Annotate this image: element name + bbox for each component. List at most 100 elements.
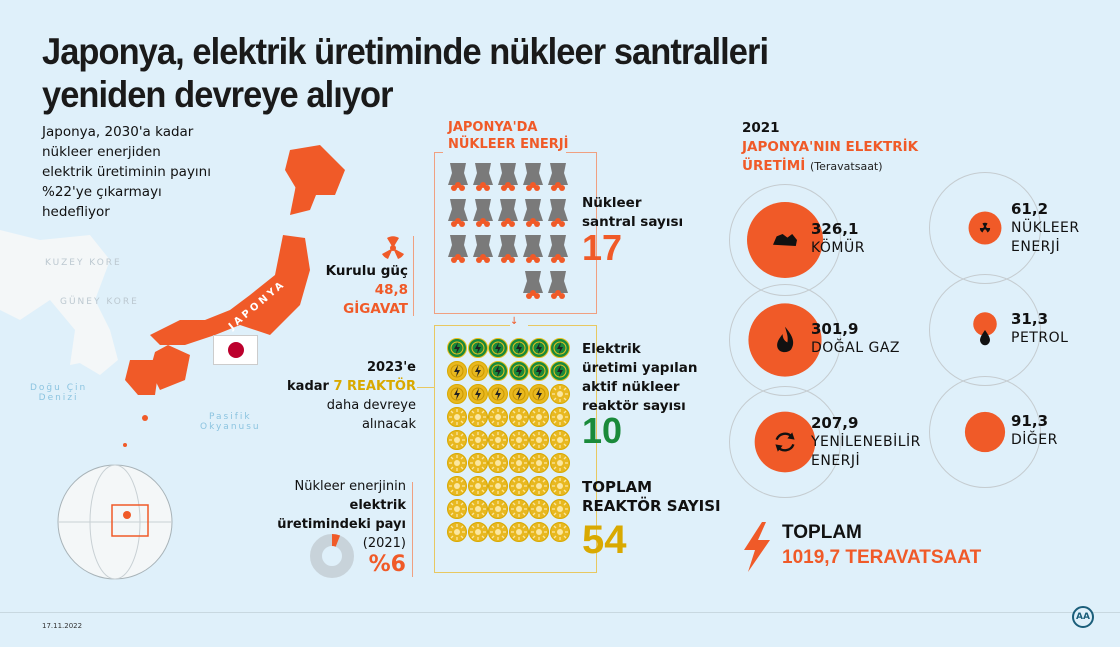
japan-flag: [213, 335, 258, 365]
cooling-tower-icon: [447, 163, 469, 197]
share-label: Nükleer enerjinin: [294, 479, 406, 494]
subtitle: Japonya, 2030'a kadar nükleer enerjiden el…: [42, 122, 242, 222]
reactor-icon: [467, 430, 488, 454]
arrow-down-icon: ↓: [510, 316, 519, 327]
reactor-icon: [447, 430, 467, 454]
planned-text: kadar: [287, 379, 334, 394]
reactor-icon: [488, 499, 508, 523]
active-reactor-icon: [508, 338, 529, 362]
subtitle-line: nükleer enerjiden: [42, 144, 161, 160]
share-label: elektrik: [349, 498, 406, 513]
active-reactor-icon: [549, 361, 570, 385]
production-item-text: 207,9 YENİLENEBİLİR ENERJİ: [811, 414, 921, 471]
reactor-icon: [467, 407, 488, 431]
reactor-icon: [549, 407, 570, 431]
cooling-tower-icon: [547, 271, 569, 305]
planned-reactor-icon: [467, 361, 488, 385]
share-block: Nükleer enerjinin elektrik üretimindeki …: [260, 477, 406, 577]
total-label: REAKTÖR SAYISI: [582, 497, 721, 515]
subtitle-line: elektrik üretiminin payını: [42, 164, 211, 180]
south-korea-label: GÜNEY KORE: [60, 297, 139, 307]
active-reactor-icon: [529, 361, 549, 385]
production-item-text: 326,1 KÖMÜR: [811, 220, 865, 258]
production-label: NÜKLEER: [1011, 220, 1080, 236]
cooling-tower-icon: [522, 199, 544, 233]
production-dot: [748, 303, 822, 377]
planned-block: 2023'e kadar 7 REAKTÖR daha devreye alın…: [260, 358, 416, 434]
production-label: KÖMÜR: [811, 240, 865, 256]
production-dot: [964, 411, 1006, 453]
active-reactor-icon: [529, 338, 549, 362]
globe-japan: [123, 511, 131, 519]
reactor-icon: [508, 499, 529, 523]
nuclear-heading: NÜKLEER ENERJİ: [448, 137, 569, 152]
subtitle-line: %22'ye çıkarmayı: [42, 184, 162, 200]
reactor-icon: [529, 453, 549, 477]
planned-reactor-icon: [508, 384, 529, 408]
footer-divider: [0, 612, 1120, 613]
planned-text: daha devreye: [326, 398, 416, 413]
production-label: ENERJİ: [1011, 239, 1061, 255]
reactor-icon: [529, 499, 549, 523]
cooling-tower-icon: [547, 199, 569, 233]
cooling-tower-icon: [522, 271, 544, 305]
reactor-icon: [508, 453, 529, 477]
flag-sun: [227, 342, 244, 358]
reactor-icon: [467, 453, 488, 477]
production-item-text: 301,9 DOĞAL GAZ: [811, 320, 900, 358]
divider: [413, 236, 414, 316]
planned-reactor-icon: [467, 384, 488, 408]
reactor-icon: [508, 430, 529, 454]
capacity-block: Kurulu güç 48,8 GİGAVAT: [300, 262, 408, 319]
flame-icon: [777, 326, 794, 353]
total-count: 54: [582, 518, 627, 562]
production-label: PETROL: [1011, 330, 1069, 346]
island: [142, 415, 148, 421]
planned-reactor-icon: [529, 384, 549, 408]
reactor-icon: [529, 476, 549, 500]
active-count: 10: [582, 410, 623, 451]
planned-reactor-icon: [488, 384, 508, 408]
reactor-icon: [488, 430, 508, 454]
planned-text: alınacak: [361, 417, 416, 432]
share-value: %6: [368, 552, 406, 577]
reactor-icon: [529, 522, 549, 546]
reactor-icon: [467, 522, 488, 546]
honshu: [150, 235, 310, 345]
active-reactor-icon: [508, 361, 529, 385]
reactor-icon: [549, 476, 570, 500]
planned-highlight: 7 REAKTÖR: [333, 379, 416, 394]
production-label: YENİLENEBİLİR: [811, 434, 921, 450]
radiation-icon: [979, 222, 991, 233]
production-dot: [754, 411, 816, 473]
north-korea-label: KUZEY KORE: [45, 258, 122, 268]
active-label: aktif nükleer: [582, 379, 680, 395]
capacity-value: 48,8: [374, 282, 408, 298]
production-item-text: 61,2 NÜKLEER ENERJİ: [1011, 200, 1080, 257]
production-heading: JAPONYA'NIN ELEKTRİK: [742, 139, 919, 155]
donut-slice: [310, 534, 354, 578]
ocean-label: Okyanusu: [200, 422, 261, 432]
production-heading: ÜRETİMİ: [742, 158, 806, 174]
sea-label: Denizi: [38, 393, 79, 403]
plants-frame: [434, 152, 597, 314]
active-label: reaktör sayısı: [582, 398, 686, 414]
lightning-icon: [744, 522, 770, 572]
divider: [412, 482, 413, 577]
production-unit: (Teravatsaat): [809, 160, 883, 173]
reactor-icon: [549, 453, 570, 477]
production-value: 91,3: [1011, 412, 1049, 430]
reactor-icon: [508, 407, 529, 431]
production-year: 2021: [742, 120, 780, 136]
reactor-icon: [447, 522, 467, 546]
production-value: 326,1: [811, 220, 859, 238]
production-total-label: TOPLAM: [782, 522, 862, 543]
connector-line: [417, 387, 434, 388]
reactor-icon: [488, 407, 508, 431]
title-line: Japonya, elektrik üretiminde nükleer san…: [42, 31, 769, 72]
reactor-icon: [447, 476, 467, 500]
recycle-icon: [775, 432, 795, 452]
total-label: TOPLAM: [582, 478, 653, 496]
active-reactor-icon: [467, 338, 488, 362]
active-reactor-icon: [549, 338, 570, 362]
